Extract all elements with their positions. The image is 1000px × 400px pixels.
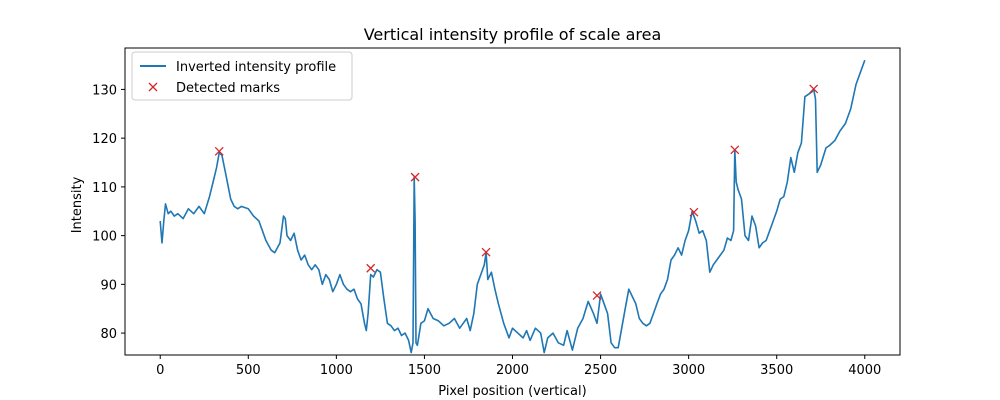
plot-frame: [124, 47, 901, 356]
x-tick-label: 3000: [672, 363, 705, 378]
y-tick-label: 80: [100, 327, 117, 342]
y-tick-label: 120: [92, 132, 117, 147]
y-axis-title: Intensity: [70, 176, 85, 233]
x-axis: 0 500 1000 1500 2000 2500 3000 3500 4000: [156, 355, 881, 378]
y-tick-label: 90: [100, 278, 117, 293]
profile-line: [159, 59, 866, 354]
detected-mark: [592, 291, 602, 301]
legend-marker-swatch: [148, 82, 158, 92]
y-tick-label: 130: [92, 83, 117, 98]
detected-mark: [809, 84, 819, 94]
x-axis-title: Pixel position (vertical): [438, 384, 586, 399]
detected-mark: [689, 207, 699, 217]
legend-box: [131, 51, 353, 101]
y-tick-label: 100: [92, 230, 117, 245]
x-tick-label: 3500: [760, 363, 793, 378]
detected-mark: [481, 247, 491, 257]
detected-mark: [730, 145, 740, 155]
x-tick-label: 4000: [848, 363, 881, 378]
x-tick-label: 2000: [496, 363, 529, 378]
x-tick-label: 2500: [584, 363, 617, 378]
legend-label-marks: Detected marks: [176, 81, 280, 96]
detected-mark: [410, 172, 420, 182]
x-tick-label: 1000: [320, 363, 353, 378]
chart-title: Vertical intensity profile of scale area: [364, 25, 662, 44]
y-axis: 80 90 100 110 120 130: [92, 83, 125, 342]
x-tick-label: 1500: [408, 363, 441, 378]
x-tick-label: 500: [236, 363, 261, 378]
detected-mark: [214, 146, 224, 156]
y-tick-label: 110: [92, 181, 117, 196]
plot-area: [159, 59, 866, 354]
legend: Inverted intensity profile Detected mark…: [131, 51, 353, 101]
x-tick-label: 0: [156, 363, 164, 378]
legend-label-profile: Inverted intensity profile: [176, 60, 336, 75]
detected-mark: [366, 263, 376, 273]
